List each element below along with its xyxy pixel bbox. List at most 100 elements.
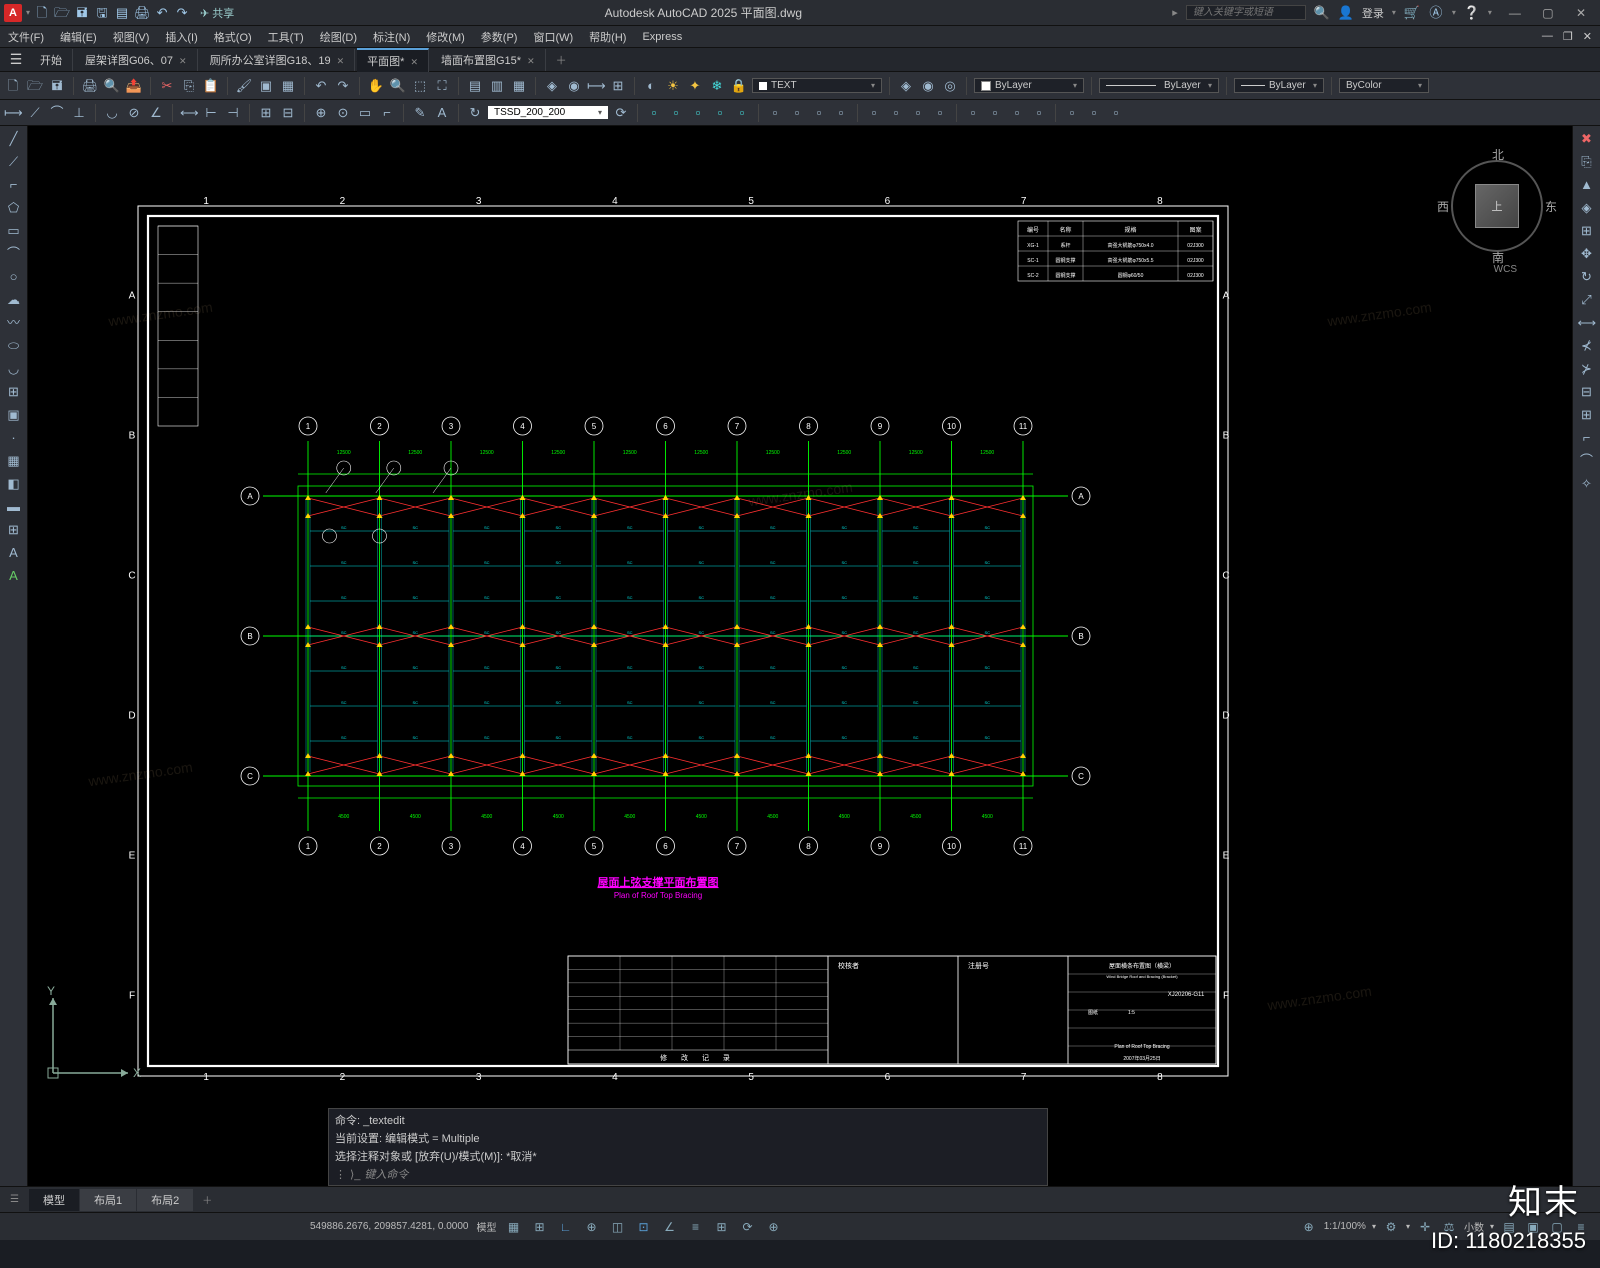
dim-continue-icon[interactable]: ⊣	[224, 104, 242, 122]
dim-linear-icon[interactable]: ⟼	[4, 104, 22, 122]
menu-edit[interactable]: 编辑(E)	[60, 29, 97, 45]
block-icon[interactable]: ▣	[257, 77, 275, 95]
minimize-button[interactable]: —	[1500, 6, 1530, 20]
lock-icon[interactable]: 🔒	[730, 77, 748, 95]
t4-icon[interactable]: ▫	[711, 104, 729, 122]
preview-icon[interactable]: 🔍	[103, 77, 121, 95]
erase-icon[interactable]: ✖	[1578, 130, 1596, 148]
tab-close-icon[interactable]: ✕	[179, 56, 187, 66]
doc-close-button[interactable]: ✕	[1583, 30, 1592, 43]
redo-icon[interactable]: ↷	[174, 5, 190, 21]
compass-west[interactable]: 西	[1437, 198, 1449, 215]
dimstyle-dropdown[interactable]: TSSD_200_200▾	[488, 106, 608, 119]
revcloud-icon[interactable]: ☁	[5, 291, 23, 309]
freeze-icon[interactable]: ❄	[708, 77, 726, 95]
offset-icon[interactable]: ◈	[1578, 199, 1596, 217]
modeltab-layout2[interactable]: 布局2	[137, 1189, 193, 1211]
dim-space-icon[interactable]: ⊞	[257, 104, 275, 122]
move-icon[interactable]: ✥	[1578, 245, 1596, 263]
spline-icon[interactable]: 〰	[5, 314, 23, 332]
array-icon[interactable]: ⊞	[1578, 222, 1596, 240]
t16-icon[interactable]: ▫	[1008, 104, 1026, 122]
commandline[interactable]: 命令: _textedit 当前设置: 编辑模式 = Multiple 选择注释…	[328, 1108, 1048, 1186]
t9-icon[interactable]: ▫	[832, 104, 850, 122]
status-otrack-icon[interactable]: ∠	[661, 1218, 679, 1236]
open-icon[interactable]: 🗁	[54, 5, 70, 21]
gradient-icon[interactable]: ◧	[5, 475, 23, 493]
hatch-icon[interactable]: ▦	[5, 452, 23, 470]
line-icon[interactable]: ╱	[5, 130, 23, 148]
zoomext-icon[interactable]: ⛶	[433, 77, 451, 95]
status-snap-icon[interactable]: ⊞	[531, 1218, 549, 1236]
menu-file[interactable]: 文件(F)	[8, 29, 44, 45]
viewcube-top[interactable]: 上	[1475, 184, 1519, 228]
t17-icon[interactable]: ▫	[1030, 104, 1048, 122]
makeblock-icon[interactable]: ▣	[5, 406, 23, 424]
lineweight-dropdown[interactable]: ByLayer▾	[1234, 78, 1324, 93]
open2-icon[interactable]: 🗁	[26, 77, 44, 95]
pan-icon[interactable]: ✋	[367, 77, 385, 95]
dim-quick-icon[interactable]: ⟷	[180, 104, 198, 122]
publish-icon[interactable]: 📤	[125, 77, 143, 95]
t8-icon[interactable]: ▫	[810, 104, 828, 122]
undo-icon[interactable]: ↶	[154, 5, 170, 21]
tab-truss-detail[interactable]: 屋架详图G06、07✕	[75, 49, 198, 71]
tab-close-icon[interactable]: ✕	[410, 57, 418, 67]
sheet-icon[interactable]: ▥	[488, 77, 506, 95]
explode-icon[interactable]: ✧	[1578, 475, 1596, 493]
dimedit-icon[interactable]: ✎	[411, 104, 429, 122]
logo-chevron-icon[interactable]: ▾	[26, 8, 30, 17]
copy2-icon[interactable]: ⎘	[1578, 153, 1596, 171]
dim-baseline-icon[interactable]: ⊢	[202, 104, 220, 122]
new-icon[interactable]: 🗋	[34, 5, 50, 21]
t11-icon[interactable]: ▫	[887, 104, 905, 122]
centermark-icon[interactable]: ⊙	[334, 104, 352, 122]
xline-icon[interactable]: ⟋	[5, 153, 23, 171]
tab-add-button[interactable]: ＋	[548, 49, 575, 71]
scale-icon[interactable]: ⤢	[1578, 291, 1596, 309]
share-link[interactable]: ✈ 共享	[200, 5, 234, 21]
status-polar-icon[interactable]: ⊕	[583, 1218, 601, 1236]
cmdline-input[interactable]: 键入命令	[364, 1166, 408, 1182]
dim-radius-icon[interactable]: ◡	[103, 104, 121, 122]
mirror-icon[interactable]: ▲	[1578, 176, 1596, 194]
user-icon[interactable]: 👤	[1338, 5, 1354, 21]
maximize-button[interactable]: ▢	[1533, 6, 1563, 20]
layerprev-icon[interactable]: ◉	[565, 77, 583, 95]
ellipse-icon[interactable]: ⬭	[5, 337, 23, 355]
saveas-icon[interactable]: 🖫	[94, 5, 110, 21]
modeltab-add-button[interactable]: ＋	[194, 1189, 220, 1211]
save-icon[interactable]: 🖬	[74, 5, 90, 21]
dimstyle-mgr-icon[interactable]: ⟳	[612, 104, 630, 122]
menu-dimension[interactable]: 标注(N)	[373, 29, 410, 45]
point-icon[interactable]: ·	[5, 429, 23, 447]
dimupdate-icon[interactable]: ↻	[466, 104, 484, 122]
zoom-icon[interactable]: 🔍	[389, 77, 407, 95]
compass-east[interactable]: 东	[1545, 198, 1557, 215]
compass-north[interactable]: 北	[1492, 146, 1504, 163]
tab-start[interactable]: 开始	[30, 49, 73, 71]
t19-icon[interactable]: ▫	[1085, 104, 1103, 122]
doc-restore-button[interactable]: ❐	[1563, 30, 1573, 43]
insert-icon[interactable]: ⊞	[5, 383, 23, 401]
zoomwin-icon[interactable]: ⬚	[411, 77, 429, 95]
wcs-label[interactable]: WCS	[1494, 264, 1517, 275]
dim-ord-icon[interactable]: ⊥	[70, 104, 88, 122]
app-icon[interactable]: Ⓐ	[1428, 5, 1444, 21]
props-icon[interactable]: ▤	[466, 77, 484, 95]
polyline-icon[interactable]: ⌐	[5, 176, 23, 194]
status-osnap-icon[interactable]: ⊡	[635, 1218, 653, 1236]
dim-angular-icon[interactable]: ∠	[147, 104, 165, 122]
status-lwt-icon[interactable]: ≡	[687, 1218, 705, 1236]
extend-icon[interactable]: ⊁	[1578, 360, 1596, 378]
match-icon[interactable]: 🖌	[235, 77, 253, 95]
search-input[interactable]	[1186, 5, 1306, 20]
hamburger-icon[interactable]: ☰	[4, 51, 28, 68]
t14-icon[interactable]: ▫	[964, 104, 982, 122]
render-icon[interactable]: ◐	[642, 77, 660, 95]
dim-jog-icon[interactable]: ⌐	[378, 104, 396, 122]
status-annomonitor-icon[interactable]: ⊕	[1300, 1218, 1318, 1236]
layermgr-icon[interactable]: ◈	[897, 77, 915, 95]
help-icon[interactable]: ❔	[1464, 5, 1480, 21]
menu-window[interactable]: 窗口(W)	[533, 29, 573, 45]
